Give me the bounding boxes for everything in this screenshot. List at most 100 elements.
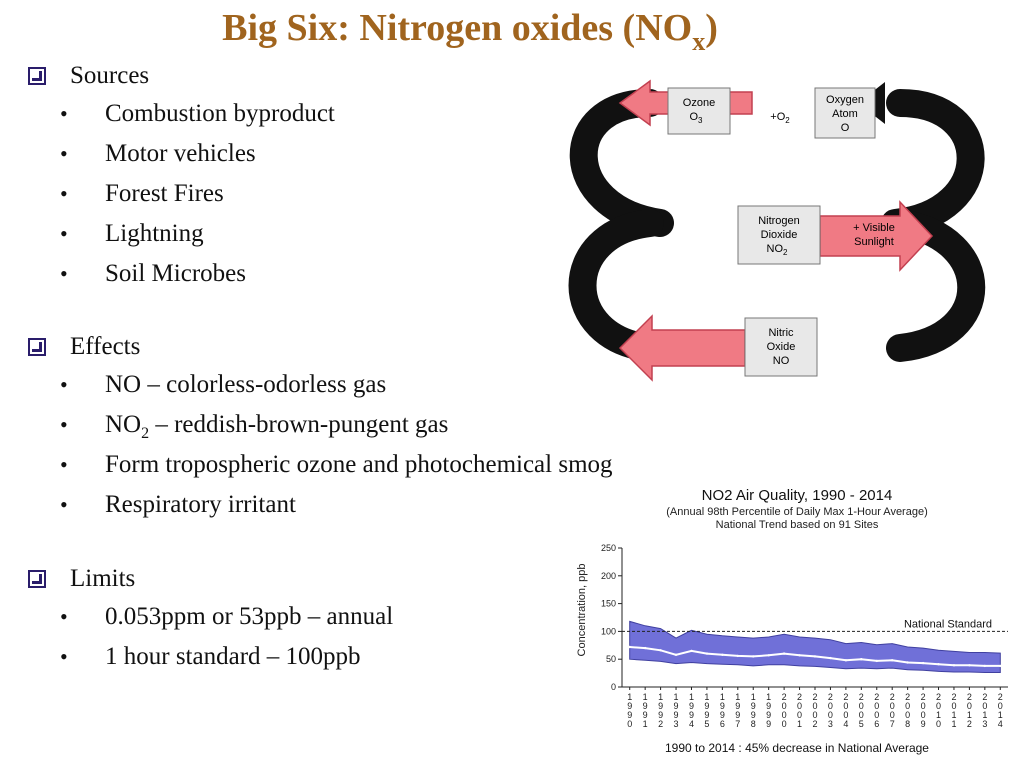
bullet-icon: • <box>60 644 68 669</box>
data-point <box>628 645 631 649</box>
list-item: • NO – colorless-odorless gas <box>28 365 613 405</box>
bullet-icon: • <box>60 141 68 166</box>
data-point <box>659 649 662 652</box>
bullet-icon: • <box>60 221 68 246</box>
sources-list: • Combustion byproduct • Motor vehicles • F… <box>28 94 335 294</box>
chart-subtitle: National Trend based on 91 Sites <box>716 519 879 531</box>
limits-heading: Limits <box>28 561 393 597</box>
nox-cycle-diagram: Ozone O3 +O2 Oxygen Atom O Nitrogen Diox… <box>568 79 986 382</box>
y-tick-label: 50 <box>606 654 616 664</box>
checkbox-bullet-icon <box>28 338 46 356</box>
checkbox-bullet-icon <box>28 67 46 85</box>
concentration-band <box>629 620 1001 673</box>
svg-text:Nitrogen: Nitrogen <box>758 215 800 227</box>
national-standard-label: National Standard <box>904 618 992 630</box>
data-point <box>752 655 755 658</box>
data-point <box>736 654 739 658</box>
bullet-icon: • <box>60 412 68 437</box>
bullet-icon: • <box>60 372 68 397</box>
sources-section: Sources • Combustion byproduct • Motor veh… <box>28 58 335 294</box>
list-item: • Motor vehicles <box>28 134 335 174</box>
data-point <box>705 652 709 655</box>
effects-heading: Effects <box>28 329 613 365</box>
y-tick-label: 200 <box>601 571 616 581</box>
y-tick-label: 150 <box>601 599 616 609</box>
data-point <box>767 654 770 657</box>
data-point <box>844 659 848 662</box>
sources-heading: Sources <box>28 58 335 94</box>
svg-text:Dioxide: Dioxide <box>761 229 798 241</box>
limits-list: • 0.053ppm or 53ppb – annual • 1 hour stan… <box>28 597 393 677</box>
effects-section: Effects • NO – colorless-odorless gas • NO… <box>28 329 613 525</box>
svg-text:O3: O3 <box>689 111 703 125</box>
svg-text:Oxygen: Oxygen <box>826 94 864 106</box>
svg-text:Sunlight: Sunlight <box>854 236 894 248</box>
chart-subtitle: (Annual 98th Percentile of Daily Max 1-H… <box>666 506 928 518</box>
limits-section: Limits • 0.053ppm or 53ppb – annual • 1 ho… <box>28 561 393 677</box>
checkbox-bullet-icon <box>28 570 46 588</box>
data-point <box>983 664 986 668</box>
oxygen-atom-box: Oxygen Atom O <box>814 87 876 139</box>
y-tick-label: 0 <box>611 682 616 692</box>
data-point <box>782 652 786 655</box>
list-item: • Respiratory irritant <box>28 485 613 525</box>
svg-text:+O2: +O2 <box>770 111 790 125</box>
list-item: • 0.053ppm or 53ppb – annual <box>28 597 393 637</box>
svg-text:NO2: NO2 <box>767 243 789 257</box>
svg-text:Atom: Atom <box>832 108 858 120</box>
svg-text:+ Visible: + Visible <box>853 222 895 234</box>
bullet-icon: • <box>60 604 68 629</box>
data-point <box>813 655 817 658</box>
list-item: • Form tropospheric ozone and photochemic… <box>28 445 613 485</box>
effects-list: • NO – colorless-odorless gas • NO2 – redd… <box>28 365 613 525</box>
list-item: • NO2 – reddish-brown-pungent gas <box>28 405 613 445</box>
svg-text:Nitric: Nitric <box>768 327 794 339</box>
svg-text:Oxide: Oxide <box>767 341 796 353</box>
data-point <box>829 656 832 660</box>
bullet-icon: • <box>60 261 68 286</box>
data-point <box>999 664 1002 668</box>
data-point <box>891 659 894 662</box>
list-item: • 1 hour standard – 100ppb <box>28 637 393 677</box>
data-point <box>937 663 940 666</box>
ozone-box: Ozone O3 <box>667 87 731 135</box>
list-item: • Forest Fires <box>28 174 335 214</box>
data-point <box>952 664 956 667</box>
svg-text:O: O <box>841 122 850 134</box>
no2-trend-chart: NO2 Air Quality, 1990 - 2014 (Annual 98t… <box>576 487 1008 755</box>
data-point <box>644 646 647 650</box>
bullet-icon: • <box>60 181 68 206</box>
nitric-oxide-box: Nitric Oxide NO <box>744 317 818 377</box>
bullet-icon: • <box>60 452 68 477</box>
y-tick-label: 100 <box>601 626 616 636</box>
data-point <box>968 664 971 667</box>
bullet-icon: • <box>60 101 68 126</box>
data-point <box>721 653 724 656</box>
list-item: • Combustion byproduct <box>28 94 335 134</box>
nitrogen-dioxide-box: Nitrogen Dioxide NO2 <box>737 205 821 265</box>
list-item: • Lightning <box>28 214 335 254</box>
plus-o2-label: +O2 <box>770 111 790 125</box>
cycle-loop <box>568 89 986 362</box>
